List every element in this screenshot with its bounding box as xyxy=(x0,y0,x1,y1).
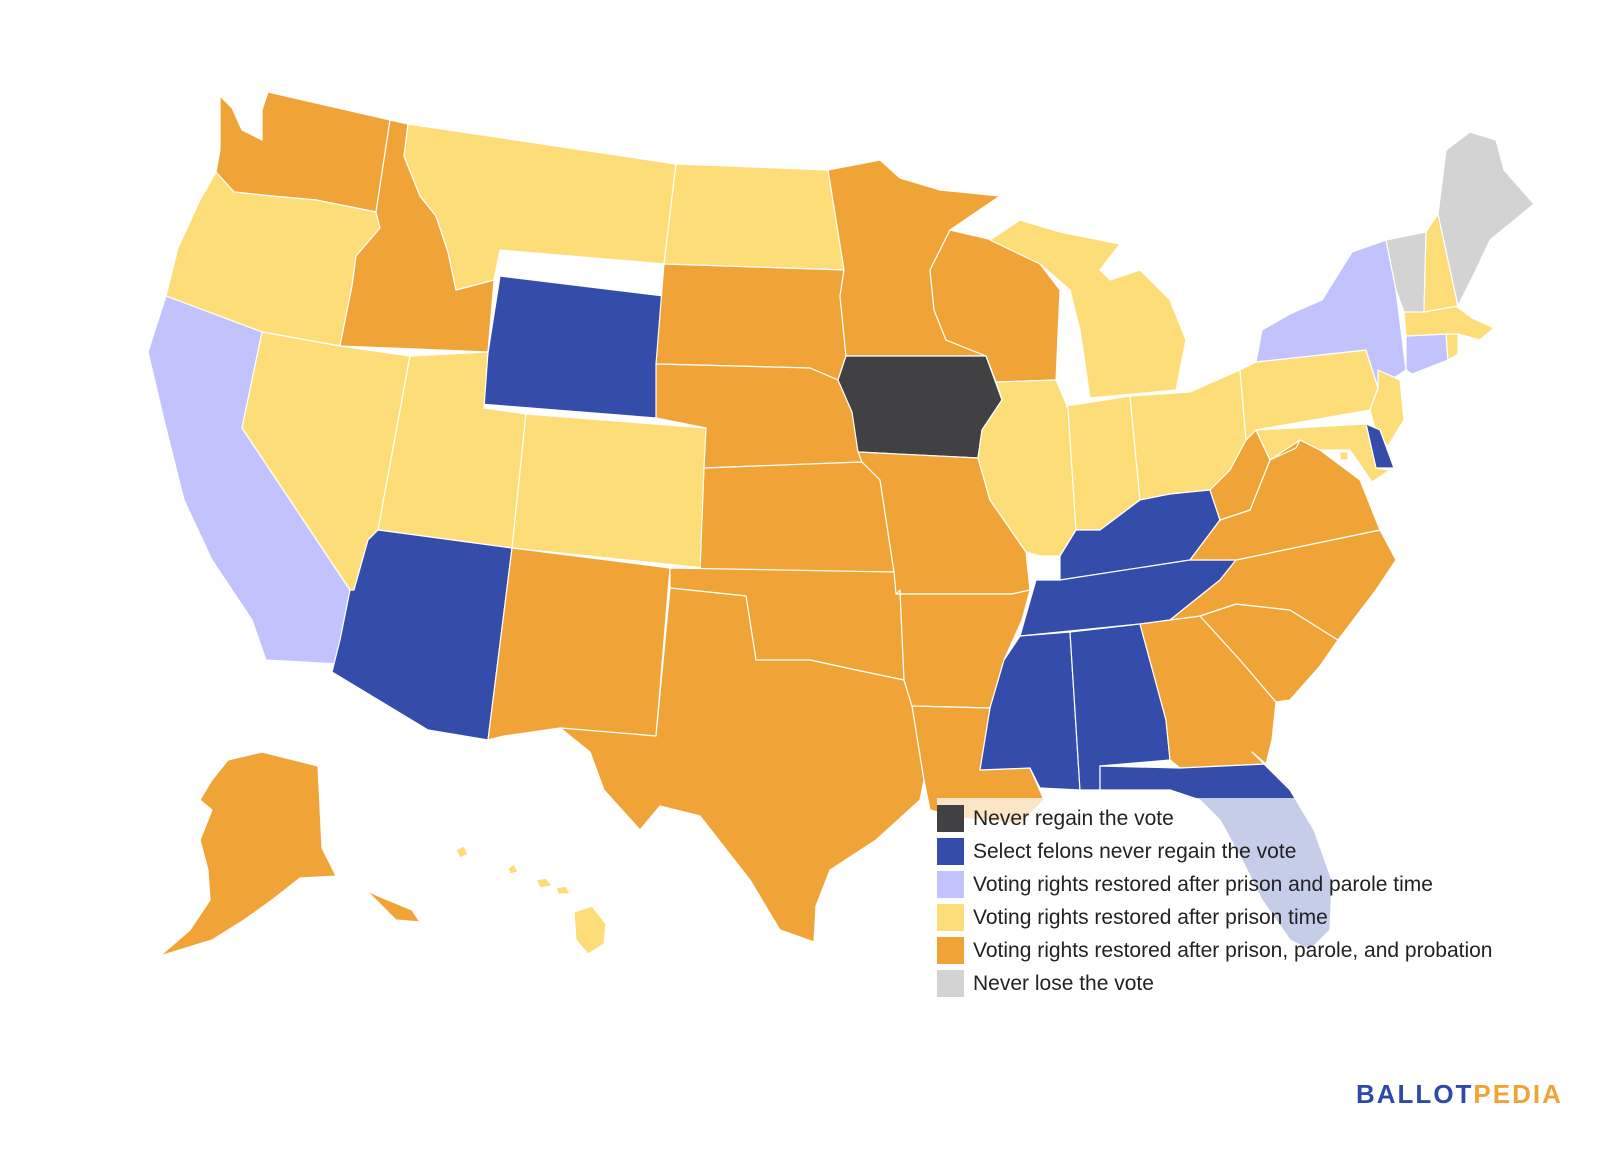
legend-swatch xyxy=(937,937,964,964)
state-vt xyxy=(1385,231,1427,313)
state-il xyxy=(977,379,1077,557)
legend-swatch xyxy=(937,904,964,931)
state-md xyxy=(1255,423,1391,483)
legend-item-select-felons: Select felons never regain the vote xyxy=(937,835,1567,868)
state-sd xyxy=(655,263,847,381)
legend-swatch xyxy=(937,970,964,997)
logo-text-part1: BALLOT xyxy=(1356,1079,1474,1109)
state-ak xyxy=(159,751,421,957)
legend-label: Select felons never regain the vote xyxy=(973,839,1297,863)
legend-swatch xyxy=(937,838,964,865)
legend-label: Never lose the vote xyxy=(973,971,1154,995)
legend-item-never-lose: Never lose the vote xyxy=(937,967,1567,1000)
state-wv xyxy=(1209,429,1301,521)
state-mi xyxy=(989,219,1187,399)
legend-swatch xyxy=(937,805,964,832)
legend-item-prison-only: Voting rights restored after prison time xyxy=(937,901,1567,934)
legend-label: Never regain the vote xyxy=(973,806,1174,830)
state-ia xyxy=(837,355,1003,459)
state-ct xyxy=(1405,333,1449,375)
state-nm xyxy=(487,547,671,741)
state-tx xyxy=(559,587,925,943)
legend-item-never-regain: Never regain the vote xyxy=(937,802,1567,835)
state-ma xyxy=(1403,305,1495,341)
legend-label: Voting rights restored after prison, par… xyxy=(973,938,1493,962)
ballotpedia-logo: BALLOTPEDIA xyxy=(1356,1079,1563,1110)
state-ri xyxy=(1445,333,1459,361)
legend-label: Voting rights restored after prison and … xyxy=(973,872,1433,896)
state-hi xyxy=(455,845,607,955)
state-ks xyxy=(699,461,895,573)
legend: Never regain the vote Select felons neve… xyxy=(937,798,1567,1004)
state-co xyxy=(511,413,707,569)
legend-item-prison-parole: Voting rights restored after prison and … xyxy=(937,868,1567,901)
state-nd xyxy=(663,163,845,271)
state-dc xyxy=(1339,451,1349,461)
legend-label: Voting rights restored after prison time xyxy=(973,905,1328,929)
state-me xyxy=(1437,131,1535,307)
logo-text-part2: PEDIA xyxy=(1473,1079,1563,1109)
legend-swatch xyxy=(937,871,964,898)
state-wy xyxy=(479,275,665,419)
state-nc xyxy=(1169,529,1397,641)
legend-item-prison-parole-probation: Voting rights restored after prison, par… xyxy=(937,934,1567,967)
